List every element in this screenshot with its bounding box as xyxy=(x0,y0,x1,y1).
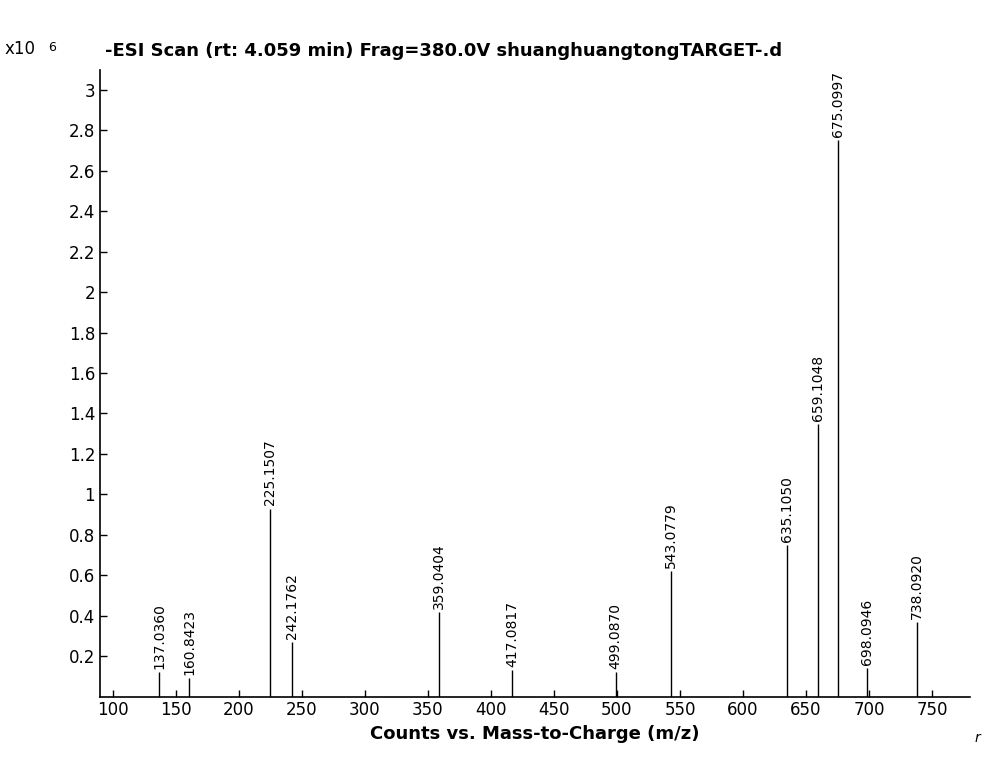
Text: 738.0920: 738.0920 xyxy=(910,553,924,618)
Text: r: r xyxy=(974,731,980,745)
Text: 417.0817: 417.0817 xyxy=(505,601,519,667)
Text: x10: x10 xyxy=(5,40,36,58)
Text: 675.0997: 675.0997 xyxy=(831,71,845,138)
Text: 160.8423: 160.8423 xyxy=(182,609,196,676)
Text: 225.1507: 225.1507 xyxy=(263,440,277,505)
Text: -ESI Scan (rt: 4.059 min) Frag=380.0V shuanghuangtongTARGET-.d: -ESI Scan (rt: 4.059 min) Frag=380.0V sh… xyxy=(105,42,782,60)
Text: 137.0360: 137.0360 xyxy=(152,604,166,670)
Text: 543.0779: 543.0779 xyxy=(664,502,678,568)
Text: 635.1050: 635.1050 xyxy=(780,476,794,542)
Text: 242.1762: 242.1762 xyxy=(285,573,299,639)
Text: 359.0404: 359.0404 xyxy=(432,543,446,608)
Text: 659.1048: 659.1048 xyxy=(811,354,825,420)
X-axis label: Counts vs. Mass-to-Charge (m/z): Counts vs. Mass-to-Charge (m/z) xyxy=(370,725,700,743)
Text: 698.0946: 698.0946 xyxy=(860,599,874,666)
Text: 6: 6 xyxy=(48,41,56,54)
Text: 499.0870: 499.0870 xyxy=(609,603,623,670)
